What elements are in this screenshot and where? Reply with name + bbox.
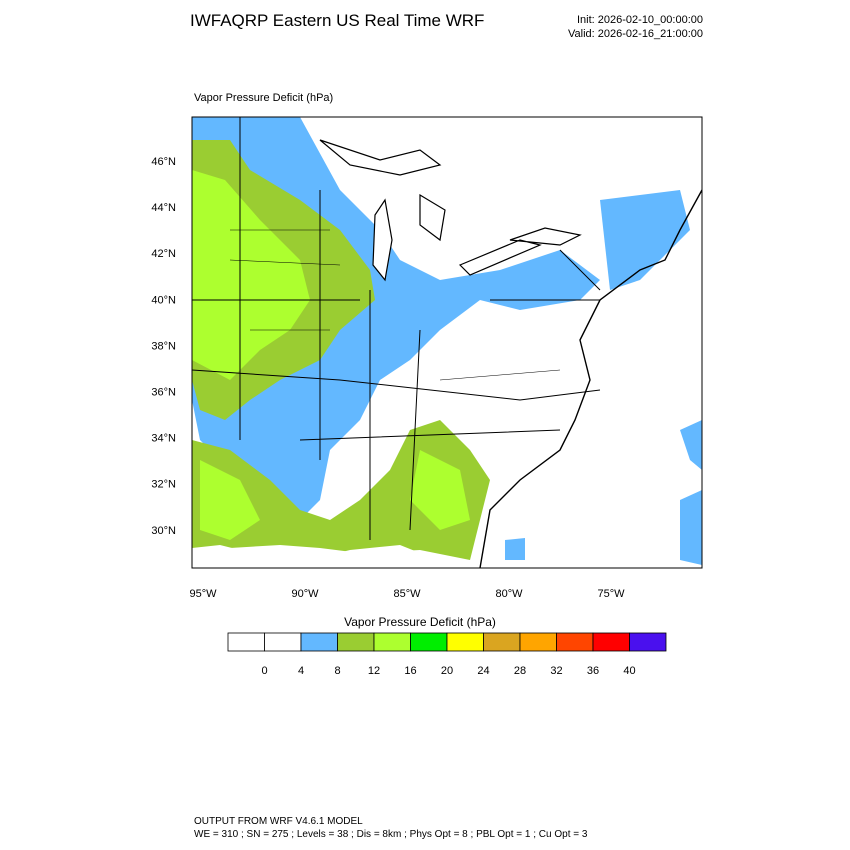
county-borders <box>229 229 561 381</box>
lon-label: 95°W <box>189 588 217 600</box>
colorbar-box <box>556 632 594 652</box>
colorbar-label: 8 <box>334 665 340 677</box>
colorbar-label: 32 <box>550 665 562 677</box>
lat-label: 34°N <box>151 433 176 445</box>
lat-label: 38°N <box>151 340 176 352</box>
gulf <box>192 545 480 568</box>
colorbar-box <box>264 632 302 652</box>
lat-label: 30°N <box>151 525 176 537</box>
lon-label: 90°W <box>291 588 319 600</box>
colorbar-box <box>337 632 375 652</box>
colorbar-label: 20 <box>441 665 453 677</box>
colorbar-label: 16 <box>404 665 416 677</box>
colorbar-box <box>446 632 484 652</box>
colorbar-box <box>519 632 557 652</box>
colorbar-label: 36 <box>587 665 599 677</box>
colorbar-title: Vapor Pressure Deficit (hPa) <box>344 615 496 629</box>
lon-label: 75°W <box>597 588 625 600</box>
init-time: Init: 2026-02-10_00:00:00 <box>577 14 703 26</box>
lat-label: 40°N <box>151 294 176 306</box>
blue-region <box>505 420 702 565</box>
lat-label: 36°N <box>151 387 176 399</box>
blue-region <box>600 190 690 290</box>
colorbar-box <box>483 632 521 652</box>
lake <box>372 193 582 282</box>
lat-label: 32°N <box>151 479 176 491</box>
colorbar-label: 0 <box>261 665 267 677</box>
colorbar-box <box>592 632 630 652</box>
colorbar-box <box>629 632 667 652</box>
coastline <box>479 189 702 568</box>
footer-line: OUTPUT FROM WRF V4.6.1 MODEL <box>194 816 363 827</box>
footer-line: WE = 310 ; SN = 275 ; Levels = 38 ; Dis … <box>194 829 588 840</box>
colorbar-label: 40 <box>623 665 635 677</box>
colorbar-box <box>410 632 448 652</box>
colorbar-label: 4 <box>298 665 304 677</box>
lon-label: 85°W <box>393 588 421 600</box>
green-region <box>192 170 310 380</box>
lat-label: 46°N <box>151 156 176 168</box>
colorbar-box <box>227 632 265 652</box>
colorbar-box <box>373 632 411 652</box>
map-frame <box>191 116 703 569</box>
lon-label: 80°W <box>495 588 523 600</box>
green-region <box>200 450 470 540</box>
lat-label: 42°N <box>151 248 176 260</box>
map-title: Vapor Pressure Deficit (hPa) <box>194 92 333 104</box>
colorbar-label: 12 <box>368 665 380 677</box>
colorbar-label: 28 <box>514 665 526 677</box>
title: IWFAQRP Eastern US Real Time WRF <box>190 11 484 30</box>
colorbar-box <box>300 632 338 652</box>
green-region <box>192 420 490 565</box>
lake <box>319 139 442 176</box>
colorbar-label: 24 <box>477 665 489 677</box>
lat-label: 44°N <box>151 202 176 214</box>
map <box>192 117 702 568</box>
state-borders <box>192 117 601 540</box>
valid-time: Valid: 2026-02-16_21:00:00 <box>568 28 703 40</box>
